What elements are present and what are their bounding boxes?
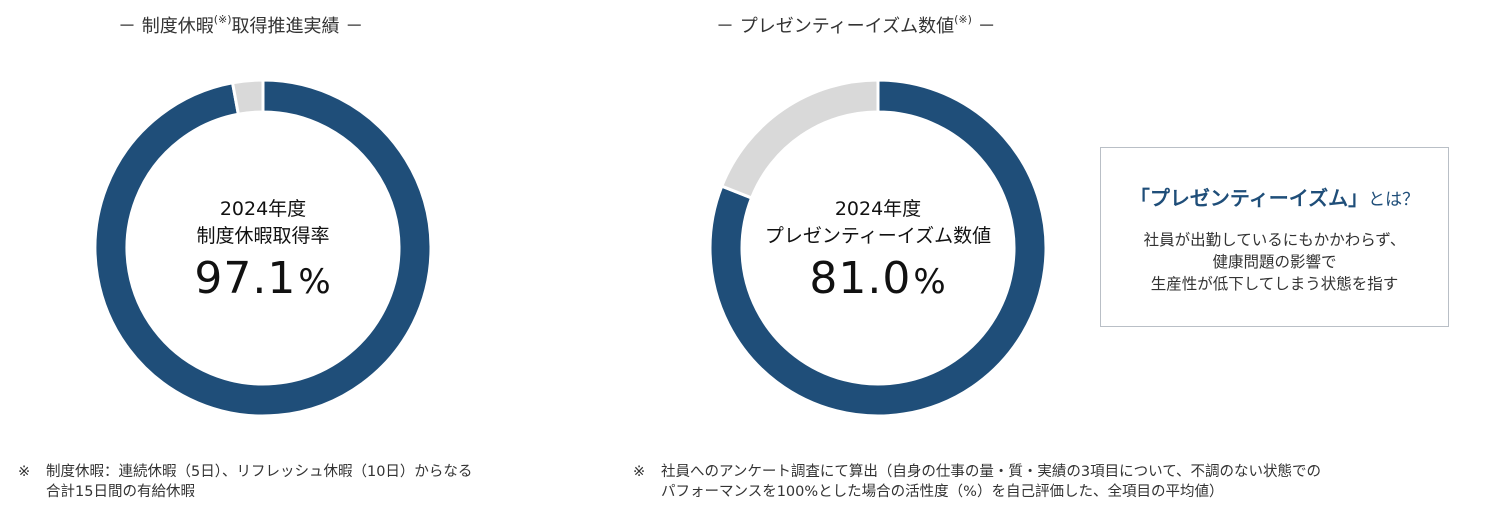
right-title-footnote-ref: (※) <box>954 13 972 26</box>
left-donut-center: 2024年度 制度休暇取得率 97.1% <box>93 196 433 309</box>
right-donut-chart <box>708 78 1048 418</box>
left-value: 97.1% <box>93 252 433 309</box>
definition-body: 社員が出勤しているにもかかわらず、 健康問題の影響で 生産性が低下してしまう状態… <box>1101 229 1448 295</box>
left-year-label: 2024年度 <box>219 198 307 220</box>
left-footnote-mark: ※ <box>18 464 31 480</box>
definition-term: 「プレゼンティーイズム」 <box>1129 186 1369 210</box>
left-value-number: 97.1 <box>194 253 297 304</box>
definition-question: とは？ <box>1368 190 1420 210</box>
left-title-footnote-ref: (※) <box>213 13 232 26</box>
right-donut-slice-remainder <box>719 78 880 200</box>
left-donut-chart <box>93 78 433 418</box>
left-panel-title: － 制度休暇(※)取得推進実績 － <box>118 12 363 38</box>
left-metric-label: 制度休暇取得率 <box>196 225 330 247</box>
right-value-number: 81.0 <box>809 253 912 304</box>
right-footnote: ※ 社員へのアンケート調査にて算出（自身の仕事の量・質・実績の3項目について、不… <box>633 462 1453 502</box>
left-footnote: ※ 制度休暇：連続休暇（5日）、リフレッシュ休暇（10日）からなる 合計15日間… <box>18 462 578 502</box>
definition-heading: 「プレゼンティーイズム」とは？ <box>1101 182 1448 211</box>
right-donut-center: 2024年度 プレゼンティーイズム数値 81.0% <box>708 196 1048 309</box>
right-title-text-end: － <box>971 16 996 37</box>
definition-line: 社員が出勤しているにもかかわらず、 <box>1143 231 1406 249</box>
left-title-text: － 制度休暇 <box>118 16 214 37</box>
left-footnote-line: 制度休暇：連続休暇（5日）、リフレッシュ休暇（10日）からなる <box>46 464 473 480</box>
definition-line: 健康問題の影響で <box>1212 253 1337 271</box>
right-value-unit: % <box>913 262 947 302</box>
left-value-unit: % <box>298 262 332 302</box>
right-footnote-mark: ※ <box>633 464 646 480</box>
presenteeism-definition-box: 「プレゼンティーイズム」とは？ 社員が出勤しているにもかかわらず、 健康問題の影… <box>1100 147 1449 327</box>
left-donut-slice-remainder <box>230 78 265 116</box>
right-footnote-line: パフォーマンスを100%とした場合の活性度（%）を自己評価した、全項目の平均値） <box>661 484 1224 500</box>
right-metric-label: プレゼンティーイズム数値 <box>764 225 992 247</box>
left-donut-slice-value <box>93 78 433 418</box>
right-title-text: － プレゼンティーイズム数値 <box>716 16 955 37</box>
left-footnote-line: 合計15日間の有給休暇 <box>46 484 195 500</box>
right-year-label: 2024年度 <box>834 198 922 220</box>
definition-line: 生産性が低下してしまう状態を指す <box>1150 275 1399 293</box>
right-panel-title: － プレゼンティーイズム数値(※) － <box>716 12 996 38</box>
left-title-text-end: 取得推進実績 － <box>231 16 364 37</box>
right-footnote-line: 社員へのアンケート調査にて算出（自身の仕事の量・質・実績の3項目について、不調の… <box>661 464 1321 480</box>
right-value: 81.0% <box>708 252 1048 309</box>
right-donut-slice-value <box>708 78 1048 418</box>
